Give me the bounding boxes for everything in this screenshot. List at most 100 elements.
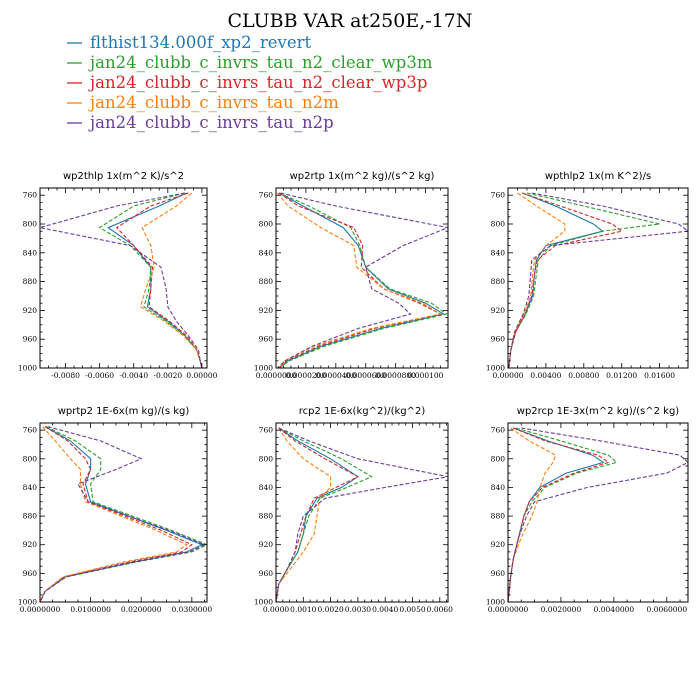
y-tick-label: 760 <box>491 426 506 435</box>
panel: wp2thlp 1x(m^2 K)/s^2 760 800 840 880 920 960 1… <box>18 171 218 380</box>
x-tick-label: 0.0060 <box>427 605 453 614</box>
y-tick-label: 960 <box>23 569 38 578</box>
y-tick-label: 880 <box>23 512 38 521</box>
legend-item: jan24_clubb_c_invrs_tau_n2m <box>67 93 339 112</box>
series-line <box>276 427 448 602</box>
series-line <box>277 192 442 368</box>
series-line <box>139 192 203 368</box>
x-tick-label: 0.0060000 <box>647 605 688 614</box>
y-tick-label: 1000 <box>254 364 273 373</box>
y-tick-label: 840 <box>23 248 38 257</box>
y-tick-label: 960 <box>259 569 274 578</box>
y-tick-label: 840 <box>491 483 506 492</box>
y-tick-label: 920 <box>259 540 274 549</box>
series-group <box>40 192 203 368</box>
series-line <box>276 427 360 602</box>
plot-frame <box>507 422 689 603</box>
series-group <box>40 426 207 602</box>
panel-title: wp2rcp 1E-3x(m^2 kg)/(s^2 kg) <box>517 406 680 417</box>
plot-frame <box>39 187 208 369</box>
y-tick-label: 1000 <box>486 598 505 607</box>
x-tick-label: 0.00800 <box>568 371 599 380</box>
legend-item: jan24_clubb_c_invrs_tau_n2p <box>67 113 334 132</box>
series-line <box>508 192 566 368</box>
series-line <box>508 427 557 602</box>
x-tick-label: 0.0000000 <box>488 605 529 614</box>
y-tick-label: 800 <box>491 220 506 229</box>
panel-title: wprtp2 1E-6x(m kg)/(s kg) <box>58 406 190 417</box>
y-tick-label: 960 <box>491 335 506 344</box>
x-tick-label: 0.0020000 <box>541 605 582 614</box>
series-group <box>508 427 688 602</box>
x-tick-label: 0.0200000 <box>121 605 162 614</box>
y-tick-label: 920 <box>259 306 274 315</box>
x-tick-label: 0.0050 <box>399 605 425 614</box>
x-tick-label: 0.0020 <box>317 605 343 614</box>
x-tick-label: 0.0100000 <box>70 605 111 614</box>
y-tick-label: 880 <box>491 277 506 286</box>
series-group <box>277 192 448 368</box>
y-tick-label: 760 <box>491 191 506 200</box>
panel: wp2rcp 1E-3x(m^2 kg)/(s^2 kg) 760 800 840 88… <box>486 406 689 614</box>
x-tick-label: 0.00000 <box>492 371 523 380</box>
x-tick-label: 0.0040000 <box>594 605 635 614</box>
series-line <box>98 192 203 368</box>
series-line <box>40 426 188 602</box>
legend: flthist134.000f_xp2_revertjan24_clubb_c_… <box>67 33 433 132</box>
x-tick-label: 0.0300000 <box>172 605 213 614</box>
panel-title: wp2thlp 1x(m^2 K)/s^2 <box>63 171 184 182</box>
legend-item: flthist134.000f_xp2_revert <box>67 33 311 52</box>
series-group <box>508 192 688 368</box>
y-tick-label: 800 <box>23 454 38 463</box>
x-tick-label: 0.0030 <box>345 605 371 614</box>
x-tick-label: -0.0040 <box>119 371 148 380</box>
y-tick-label: 960 <box>491 569 506 578</box>
series-line <box>508 192 604 368</box>
series-line <box>278 192 445 368</box>
series-line <box>508 192 688 368</box>
panel: wp2rtp 1x(m^2 kg)/(s^2 kg) 760 800 840 880 92… <box>254 171 449 380</box>
y-tick-label: 760 <box>23 426 38 435</box>
y-tick-label: 920 <box>23 306 38 315</box>
x-tick-label: 0.0000600 <box>345 371 386 380</box>
y-tick-label: 840 <box>259 248 274 257</box>
legend-label: jan24_clubb_c_invrs_tau_n2m <box>88 93 339 112</box>
y-tick-label: 800 <box>259 454 274 463</box>
series-line <box>508 192 623 368</box>
y-tick-label: 960 <box>23 335 38 344</box>
plot-frame <box>507 187 689 369</box>
y-tick-label: 880 <box>23 277 38 286</box>
x-tick-label: -0.0020 <box>153 371 182 380</box>
y-tick-label: 1000 <box>18 598 37 607</box>
y-tick-label: 960 <box>259 335 274 344</box>
panel-title: wpthlp2 1x(m K^2)/s <box>545 171 651 182</box>
panel-title: wp2rtp 1x(m^2 kg)/(s^2 kg) <box>290 171 435 182</box>
x-tick-label: 0.0000000 <box>20 605 61 614</box>
x-tick-label: 0.00000 <box>186 371 217 380</box>
x-tick-label: 0.0000200 <box>286 371 327 380</box>
series-line <box>40 192 203 368</box>
x-tick-label: 0.0000000 <box>256 371 297 380</box>
figure-title: CLUBB VAR at250E,-17N <box>228 10 473 32</box>
y-tick-label: 800 <box>23 220 38 229</box>
x-tick-label: 0.0010 <box>290 605 316 614</box>
series-line <box>278 192 443 368</box>
y-tick-label: 760 <box>23 191 38 200</box>
legend-item: jan24_clubb_c_invrs_tau_n2_clear_wp3p <box>67 73 427 92</box>
legend-label: jan24_clubb_c_invrs_tau_n2_clear_wp3m <box>88 53 433 72</box>
panels: wp2thlp 1x(m^2 K)/s^2 760 800 840 880 920 960 1… <box>18 171 689 614</box>
plot-frame <box>39 422 208 603</box>
y-tick-label: 1000 <box>486 364 505 373</box>
series-line <box>276 427 373 602</box>
y-tick-label: 880 <box>259 512 274 521</box>
panel-title: rcp2 1E-6x(kg^2)/(kg^2) <box>299 406 426 417</box>
x-tick-label: 0.0000400 <box>316 371 357 380</box>
series-line <box>277 192 448 368</box>
legend-label: flthist134.000f_xp2_revert <box>90 33 311 52</box>
x-tick-label: 0.01200 <box>606 371 637 380</box>
x-tick-label: 0.0000 <box>263 605 289 614</box>
x-tick-label: 0.0000800 <box>375 371 416 380</box>
series-line <box>278 192 448 368</box>
y-tick-label: 800 <box>259 220 274 229</box>
